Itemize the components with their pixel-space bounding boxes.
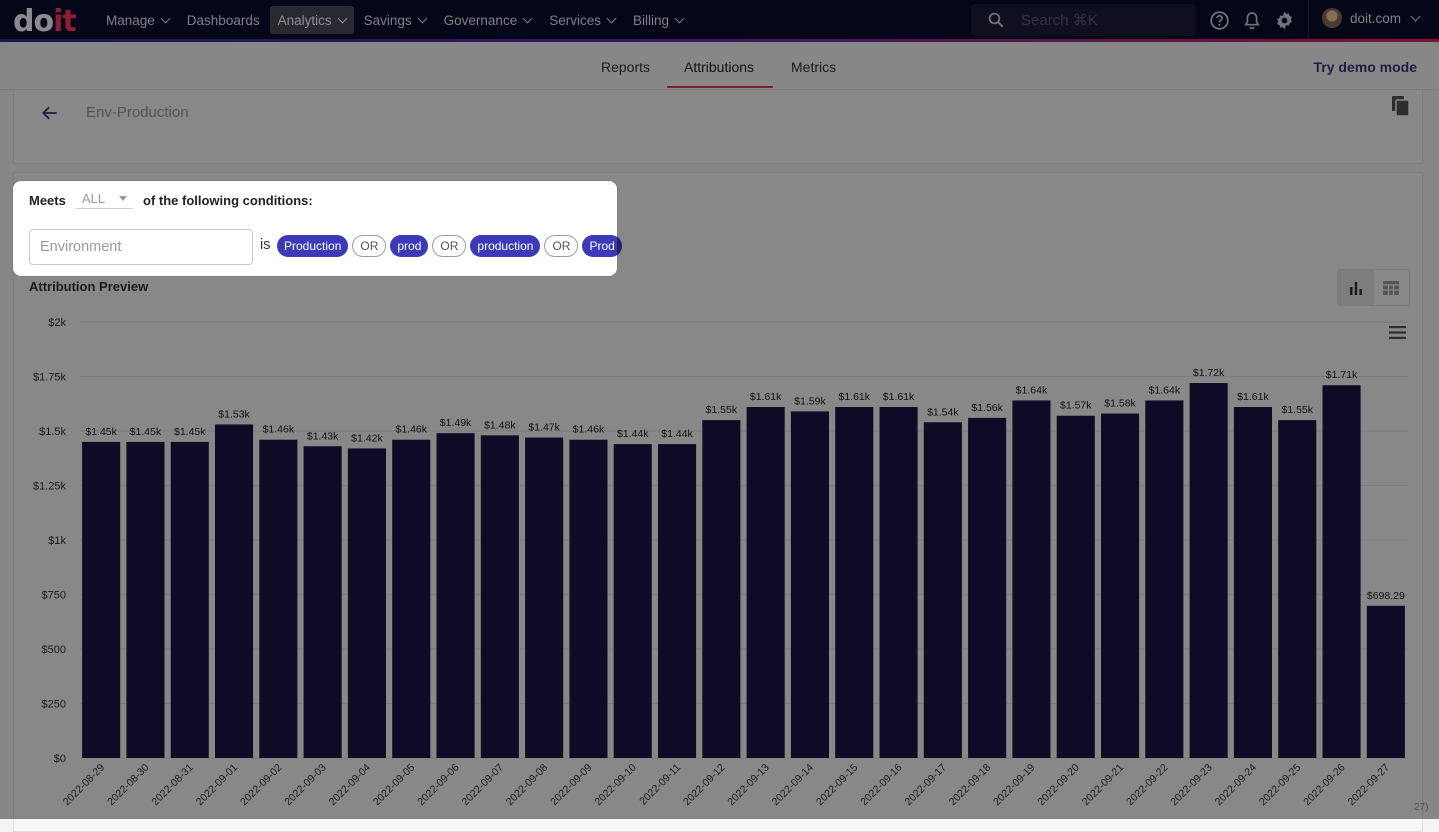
tab-reports[interactable]: Reports bbox=[601, 59, 651, 75]
search-box[interactable]: Search ⌘K bbox=[971, 4, 1196, 36]
conditions-panel: Meets ALL of the following conditions: E… bbox=[13, 181, 622, 276]
top-navigation-bar: doit Manage Dashboards Analytics Savings Gov… bbox=[0, 0, 1439, 42]
account-menu[interactable]: doit.com bbox=[1322, 8, 1421, 28]
attribution-header-card bbox=[13, 90, 1423, 164]
nav-item-label: Dashboards bbox=[186, 12, 260, 28]
nav-item-savings[interactable]: Savings bbox=[356, 6, 434, 34]
nav-item-services[interactable]: Services bbox=[541, 6, 623, 34]
chevron-down-icon bbox=[417, 13, 428, 23]
chevron-down-icon bbox=[160, 13, 171, 23]
or-chip: OR bbox=[352, 235, 387, 257]
conditions-suffix: of the following conditions: bbox=[143, 192, 313, 208]
account-name: doit.com bbox=[1350, 10, 1402, 26]
value-chip[interactable]: Prod bbox=[582, 235, 622, 257]
nav-item-label: Governance bbox=[443, 12, 518, 28]
notifications-bell-icon[interactable] bbox=[1242, 10, 1262, 31]
logo-text-do: do bbox=[13, 4, 54, 39]
nav-item-label: Analytics bbox=[277, 12, 332, 28]
bar-chart-view-button[interactable] bbox=[1338, 270, 1374, 305]
is-label: is bbox=[260, 237, 271, 253]
table-view-button[interactable] bbox=[1374, 270, 1410, 305]
meets-row: Meets ALL of the following conditions: bbox=[29, 191, 313, 209]
logo-text-it: it bbox=[53, 4, 77, 39]
attribution-name-field[interactable]: Env-Production bbox=[86, 104, 189, 121]
operator-value: ALL bbox=[81, 191, 105, 206]
nav-item-label: Savings bbox=[363, 12, 412, 28]
view-toggle bbox=[1337, 269, 1410, 306]
bar-chart-icon bbox=[1349, 281, 1362, 295]
chevron-down-icon bbox=[606, 13, 617, 23]
chart-menu-icon[interactable] bbox=[1389, 326, 1406, 339]
operator-select[interactable]: ALL bbox=[75, 191, 133, 209]
try-demo-mode-link[interactable]: Try demo mode bbox=[1313, 59, 1417, 75]
value-chip[interactable]: production bbox=[470, 235, 541, 257]
tab-attributions[interactable]: Attributions bbox=[684, 59, 755, 75]
avatar bbox=[1322, 8, 1342, 28]
or-chip: OR bbox=[432, 235, 467, 257]
chevron-down-icon bbox=[337, 13, 348, 23]
search-placeholder: Search ⌘K bbox=[1021, 12, 1098, 29]
back-arrow-icon[interactable] bbox=[40, 103, 60, 123]
corner-text: 27) bbox=[1414, 802, 1429, 813]
nav-item-label: Billing bbox=[632, 12, 669, 28]
or-chip: OR bbox=[544, 235, 579, 257]
chevron-down-icon bbox=[674, 13, 685, 23]
nav-item-billing[interactable]: Billing bbox=[625, 6, 691, 34]
tab-metrics[interactable]: Metrics bbox=[791, 59, 837, 75]
dimension-placeholder: Environment bbox=[40, 239, 122, 255]
table-icon bbox=[1383, 280, 1400, 295]
chevron-down-icon bbox=[522, 13, 533, 23]
nav-item-dashboards[interactable]: Dashboards bbox=[179, 6, 268, 34]
dimension-field[interactable]: Environment bbox=[29, 229, 253, 265]
nav-item-governance[interactable]: Governance bbox=[436, 6, 540, 34]
chevron-down-icon bbox=[1410, 11, 1421, 21]
doit-logo[interactable]: doit bbox=[13, 4, 77, 39]
attribution-preview-title: Attribution Preview bbox=[29, 279, 149, 294]
nav-item-analytics[interactable]: Analytics bbox=[269, 6, 354, 34]
meets-label: Meets bbox=[29, 192, 66, 208]
main-nav: Manage Dashboards Analytics Savings Governan… bbox=[98, 6, 691, 34]
analytics-subnav: Reports Attributions Metrics Try demo mo… bbox=[0, 45, 1439, 90]
value-chip[interactable]: prod bbox=[390, 235, 429, 257]
settings-gear-icon[interactable] bbox=[1274, 10, 1295, 31]
copy-icon[interactable] bbox=[1391, 95, 1411, 117]
search-icon bbox=[988, 12, 1004, 28]
value-chip[interactable]: Production bbox=[277, 235, 349, 257]
nav-item-label: Services bbox=[549, 12, 601, 28]
nav-item-manage[interactable]: Manage bbox=[98, 6, 177, 34]
help-icon[interactable] bbox=[1209, 10, 1230, 31]
topbar-divider bbox=[1308, 0, 1309, 42]
caret-down-icon bbox=[119, 196, 127, 201]
value-chips: Production OR prod OR production OR Prod bbox=[277, 235, 622, 257]
active-tab-indicator bbox=[667, 86, 773, 88]
nav-item-label: Manage bbox=[106, 12, 155, 28]
